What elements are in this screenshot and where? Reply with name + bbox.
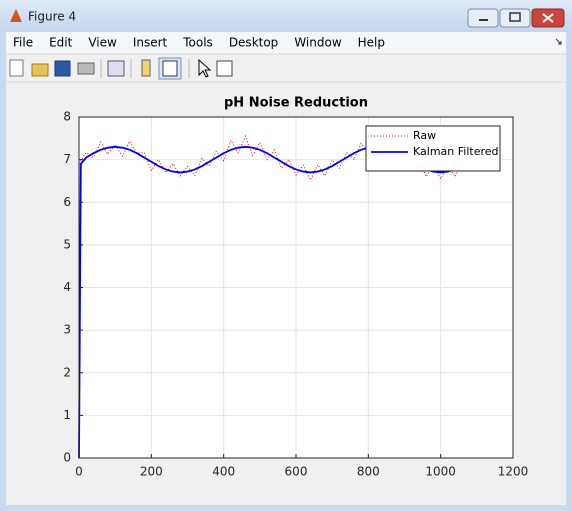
y-tick-label: 8 — [63, 110, 71, 124]
minimize-icon — [479, 19, 488, 21]
x-tick-label: 800 — [357, 465, 380, 479]
y-tick-label: 5 — [63, 237, 71, 251]
y-tick-label: 7 — [63, 152, 71, 166]
colorbar-icon[interactable] — [141, 59, 151, 77]
menu-item[interactable]: Tools — [182, 36, 213, 50]
legend-box — [365, 125, 501, 172]
y-tick-label: 1 — [63, 408, 71, 422]
minimize-button[interactable] — [467, 8, 499, 28]
save-icon[interactable] — [54, 60, 71, 77]
toolbar — [9, 57, 233, 80]
axes-box — [78, 116, 514, 459]
property-icon[interactable] — [216, 60, 233, 77]
x-tick-label: 200 — [140, 465, 163, 479]
x-tick-label: 1000 — [425, 465, 456, 479]
menu-item[interactable]: Desktop — [229, 36, 279, 50]
close-icon — [542, 13, 554, 23]
tick-labels: 0 200 400 600 800 1000 1200 0 1 2 3 4 5 6 7 8 — [63, 110, 528, 479]
dock-arrow[interactable] — [555, 38, 562, 45]
app-icon — [10, 9, 22, 22]
x-tick-label: 1200 — [498, 465, 529, 479]
open-icon[interactable] — [31, 63, 49, 77]
legend-label: Kalman Filtered — [413, 145, 499, 158]
link-icon[interactable] — [107, 60, 125, 77]
y-tick-label: 2 — [63, 365, 71, 379]
legend: Raw Kalman Filtered — [365, 125, 501, 172]
y-tick-label: 4 — [63, 280, 71, 294]
menu-item[interactable]: Insert — [133, 36, 168, 50]
menu-bar — [6, 32, 566, 54]
legend-icon — [162, 60, 178, 77]
y-tick-label: 0 — [63, 451, 71, 465]
print-icon[interactable] — [77, 62, 95, 75]
menu-item[interactable]: View — [88, 36, 117, 50]
maximize-icon — [509, 12, 521, 22]
x-tick-label: 600 — [285, 465, 308, 479]
window-title: Figure 4 — [28, 10, 76, 24]
maximize-button[interactable] — [499, 8, 531, 28]
menu-item[interactable]: File — [13, 36, 33, 50]
x-tick-label: 0 — [75, 465, 83, 479]
menu-item[interactable]: Window — [294, 36, 342, 50]
y-tick-label: 3 — [63, 323, 71, 337]
y-tick-label: 6 — [63, 195, 71, 209]
new-icon[interactable] — [9, 59, 24, 77]
menu-items: File Edit View Insert Tools Desktop Window Help — [13, 36, 385, 50]
menu-item[interactable]: Help — [358, 36, 385, 50]
pointer-icon[interactable] — [198, 58, 212, 78]
menu-item[interactable]: Edit — [49, 36, 73, 50]
x-tick-label: 400 — [212, 465, 235, 479]
legend-label: Raw — [413, 129, 436, 142]
chart-title: pH Noise Reduction — [224, 96, 368, 111]
